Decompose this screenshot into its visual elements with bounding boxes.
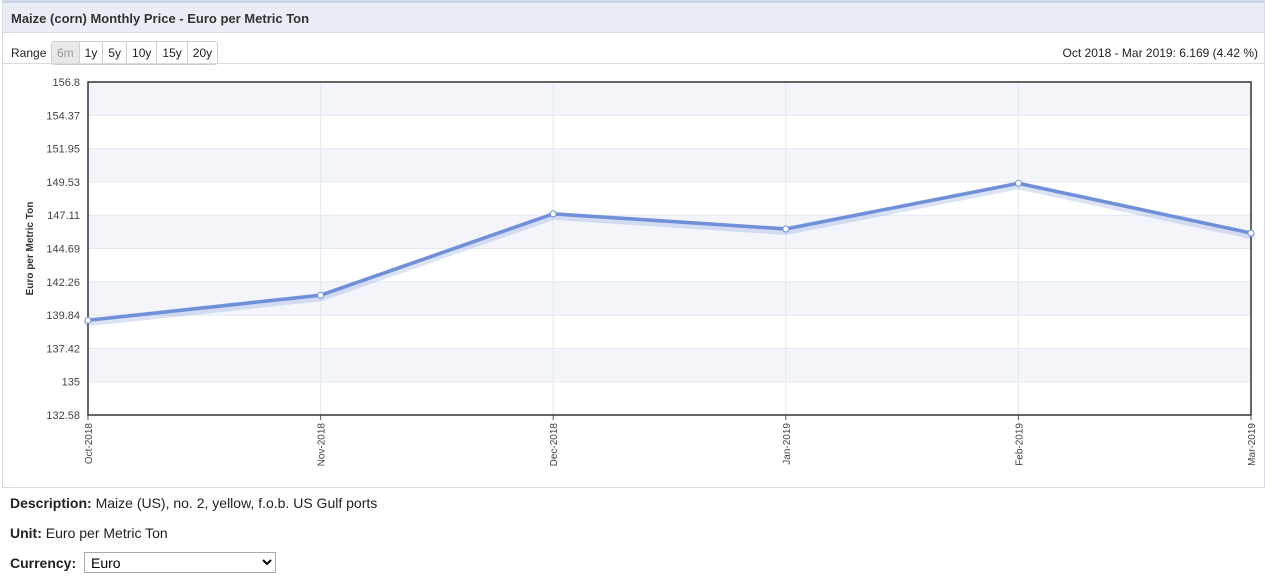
- unit-row: Unit: Euro per Metric Ton: [10, 525, 168, 541]
- x-tick-label: Mar-2019: [1247, 423, 1258, 466]
- range-button-20y[interactable]: 20y: [187, 42, 218, 64]
- currency-label: Currency:: [10, 555, 77, 571]
- y-tick-label: 154.37: [46, 110, 80, 122]
- chart-frame: 156.8 154.37 151.95 149.53 147.11 144.69 142.2…: [3, 63, 1264, 487]
- chart-title: Maize (corn) Monthly Price - Euro per Me…: [11, 11, 310, 26]
- chart-panel: Maize (corn) Monthly Price - Euro per Me…: [2, 0, 1265, 488]
- title-bar: Maize (corn) Monthly Price - Euro per Me…: [3, 1, 1264, 33]
- unit-label: Unit:: [10, 525, 42, 541]
- range-button-6m[interactable]: 6m: [52, 42, 80, 64]
- data-point: [317, 291, 325, 299]
- plot-band: [88, 348, 1251, 382]
- plot-band: [88, 281, 1251, 316]
- y-tick-label: 144.69: [46, 244, 80, 256]
- x-tick-label: Oct-2018: [84, 423, 95, 465]
- description-value: Maize (US), no. 2, yellow, f.o.b. US Gul…: [95, 495, 378, 511]
- y-tick-label: 149.53: [46, 177, 80, 189]
- x-tick-label: Dec-2018: [549, 423, 560, 467]
- unit-value: Euro per Metric Ton: [45, 525, 168, 541]
- line-chart: 156.8 154.37 151.95 149.53 147.11 144.69 142.2…: [25, 77, 1258, 467]
- y-tick-label: 151.95: [46, 144, 80, 156]
- range-button-group: 6m 1y 5y 10y 15y 20y: [51, 41, 219, 65]
- data-point: [782, 225, 790, 233]
- x-tick-label: Jan-2019: [782, 423, 793, 465]
- y-axis-label: Euro per Metric Ton: [25, 202, 36, 296]
- plot-band: [88, 148, 1251, 182]
- y-tick-label: 142.26: [46, 277, 80, 289]
- plot-border: [87, 81, 1252, 416]
- description-label: Description:: [10, 495, 92, 511]
- data-point: [84, 316, 92, 324]
- currency-row: Currency:: [10, 555, 76, 571]
- range-button-10y[interactable]: 10y: [127, 42, 158, 64]
- y-tick-label: 156.8: [52, 77, 80, 89]
- description-row: Description: Maize (US), no. 2, yellow, …: [10, 495, 377, 511]
- y-tick-label: 137.42: [46, 343, 80, 355]
- y-tick-label: 139.84: [46, 310, 80, 322]
- y-tick-label: 147.11: [47, 210, 80, 222]
- range-change-summary: Oct 2018 - Mar 2019: 6.169 (4.42 %): [1062, 46, 1258, 60]
- plot-band: [88, 82, 1251, 116]
- data-point: [549, 210, 557, 218]
- currency-select[interactable]: Euro: [84, 552, 276, 573]
- x-tick-label: Nov-2018: [317, 423, 328, 467]
- range-button-1y[interactable]: 1y: [79, 42, 104, 64]
- series-line-shadow: [84, 181, 1255, 327]
- range-selector: Range 6m 1y 5y 10y 15y 20y Oct 2018 - Ma…: [3, 41, 1264, 65]
- y-tick-label: 132.58: [46, 410, 80, 422]
- range-button-5y[interactable]: 5y: [103, 42, 128, 64]
- y-tick-label: 135: [62, 377, 80, 389]
- x-tick-label: Feb-2019: [1014, 423, 1025, 466]
- data-point: [1247, 229, 1255, 237]
- range-button-15y[interactable]: 15y: [157, 42, 188, 64]
- range-label: Range: [11, 46, 47, 60]
- data-point: [1014, 179, 1022, 187]
- series-line: [86, 181, 1253, 323]
